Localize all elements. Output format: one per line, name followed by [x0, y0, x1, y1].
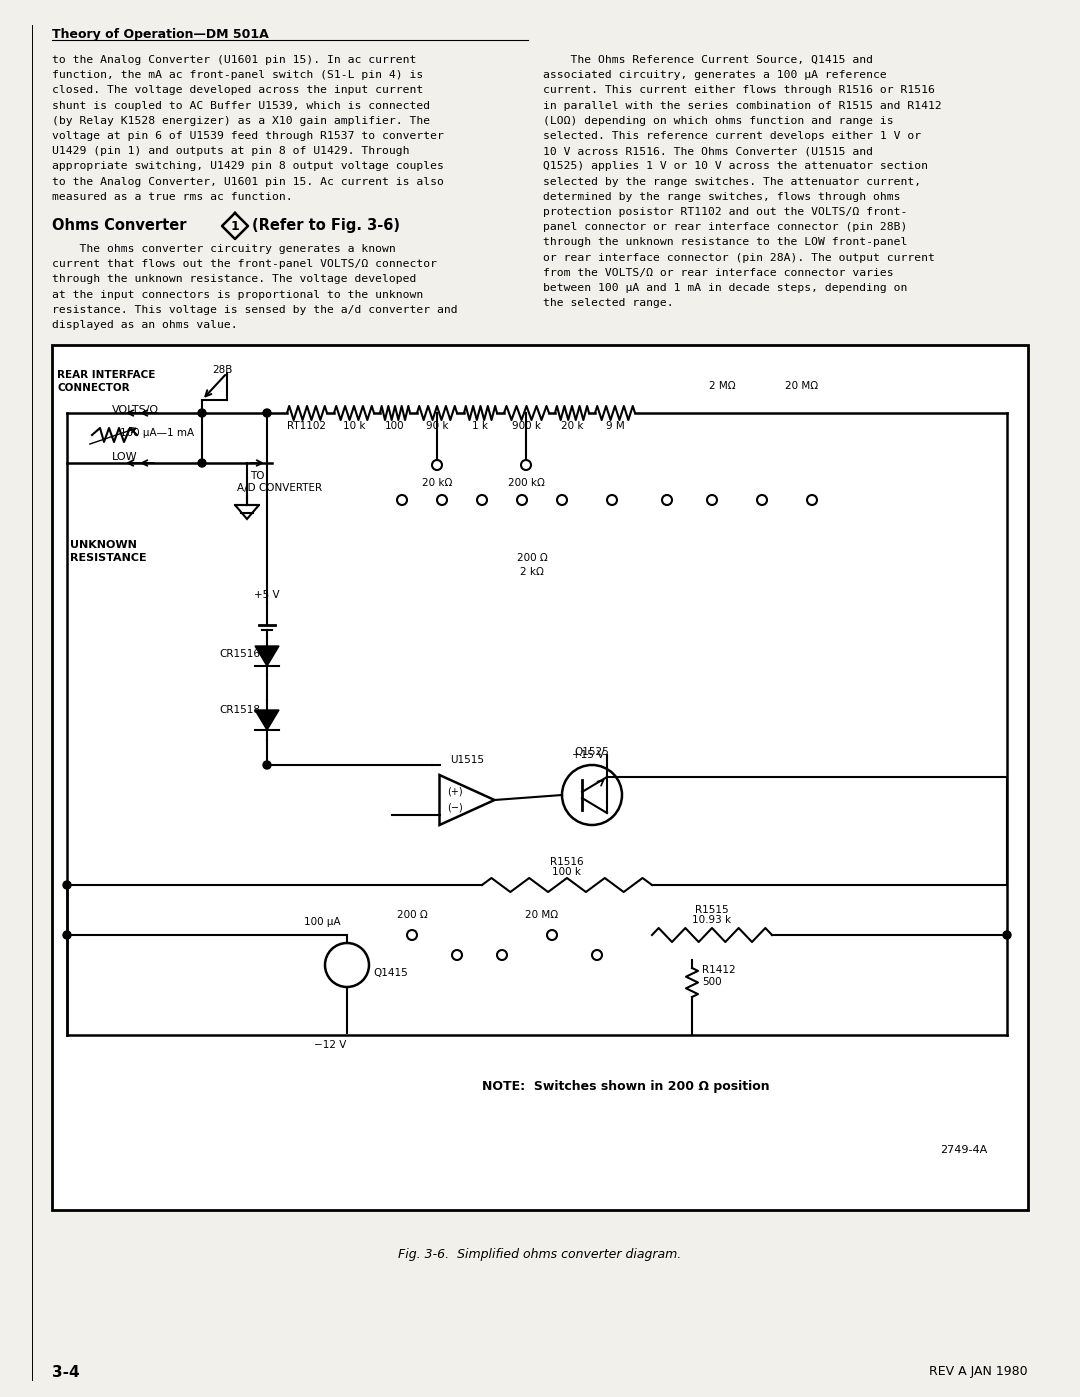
Text: Theory of Operation—DM 501A: Theory of Operation—DM 501A — [52, 28, 269, 41]
Text: The ohms converter circuitry generates a known: The ohms converter circuitry generates a… — [52, 244, 395, 254]
Text: TO: TO — [249, 471, 265, 481]
Text: through the unknown resistance. The voltage developed: through the unknown resistance. The volt… — [52, 274, 417, 285]
Text: 200 kΩ: 200 kΩ — [508, 478, 544, 488]
Text: 10 V across R1516. The Ohms Converter (U1515 and: 10 V across R1516. The Ohms Converter (U… — [543, 147, 873, 156]
Text: (Refer to Fig. 3-6): (Refer to Fig. 3-6) — [252, 218, 400, 233]
Text: (LOΩ) depending on which ohms function and range is: (LOΩ) depending on which ohms function a… — [543, 116, 893, 126]
Text: current. This current either flows through R1516 or R1516: current. This current either flows throu… — [543, 85, 935, 95]
Text: 10 k: 10 k — [342, 420, 365, 432]
Circle shape — [198, 460, 206, 467]
Text: 20 kΩ: 20 kΩ — [422, 478, 453, 488]
Text: panel connector or rear interface connector (pin 28B): panel connector or rear interface connec… — [543, 222, 907, 232]
Text: (by Relay K1528 energizer) as a X10 gain amplifier. The: (by Relay K1528 energizer) as a X10 gain… — [52, 116, 430, 126]
Text: CR1518: CR1518 — [219, 705, 260, 715]
Circle shape — [63, 930, 71, 939]
Text: 90 k: 90 k — [426, 420, 448, 432]
Text: −12 V: −12 V — [314, 1039, 347, 1051]
Text: CR1516: CR1516 — [219, 650, 260, 659]
Text: (−): (−) — [447, 803, 463, 813]
Text: 1 k: 1 k — [473, 420, 488, 432]
Text: voltage at pin 6 of U1539 feed through R1537 to converter: voltage at pin 6 of U1539 feed through R… — [52, 131, 444, 141]
Text: from the VOLTS/Ω or rear interface connector varies: from the VOLTS/Ω or rear interface conne… — [543, 268, 893, 278]
Text: 9 M: 9 M — [606, 420, 624, 432]
Text: closed. The voltage developed across the input current: closed. The voltage developed across the… — [52, 85, 423, 95]
Text: determined by the range switches, flows through ohms: determined by the range switches, flows … — [543, 191, 901, 201]
Text: 100 k: 100 k — [553, 868, 581, 877]
Text: +15 V: +15 V — [572, 750, 604, 760]
Text: UNKNOWN: UNKNOWN — [70, 541, 137, 550]
Text: RT1102: RT1102 — [287, 420, 326, 432]
Text: Ohms Converter: Ohms Converter — [52, 218, 187, 233]
Text: selected by the range switches. The attenuator current,: selected by the range switches. The atte… — [543, 176, 921, 187]
Text: R1516: R1516 — [550, 856, 584, 868]
Text: LOW: LOW — [112, 453, 137, 462]
Polygon shape — [255, 645, 279, 666]
Text: resistance. This voltage is sensed by the a/d converter and: resistance. This voltage is sensed by th… — [52, 305, 458, 314]
Circle shape — [264, 409, 271, 416]
Text: A/D CONVERTER: A/D CONVERTER — [237, 483, 322, 493]
Text: REV A JAN 1980: REV A JAN 1980 — [930, 1365, 1028, 1377]
Text: 1: 1 — [231, 219, 240, 232]
Text: RESISTANCE: RESISTANCE — [70, 553, 147, 563]
Circle shape — [198, 409, 206, 416]
Text: The Ohms Reference Current Source, Q1415 and: The Ohms Reference Current Source, Q1415… — [543, 54, 873, 66]
Text: to the Analog Converter (U1601 pin 15). In ac current: to the Analog Converter (U1601 pin 15). … — [52, 54, 417, 66]
Text: Fig. 3-6.  Simplified ohms converter diagram.: Fig. 3-6. Simplified ohms converter diag… — [399, 1248, 681, 1261]
Text: at the input connectors is proportional to the unknown: at the input connectors is proportional … — [52, 289, 423, 299]
Text: shunt is coupled to AC Buffer U1539, which is connected: shunt is coupled to AC Buffer U1539, whi… — [52, 101, 430, 110]
Text: measured as a true rms ac function.: measured as a true rms ac function. — [52, 191, 293, 201]
Text: Q1525: Q1525 — [575, 747, 609, 757]
Text: 500: 500 — [702, 977, 721, 988]
Text: NOTE:  Switches shown in 200 Ω position: NOTE: Switches shown in 200 Ω position — [482, 1080, 770, 1092]
Text: 10.93 k: 10.93 k — [692, 915, 731, 925]
Text: 2749-4A: 2749-4A — [940, 1146, 987, 1155]
Text: 100 μA: 100 μA — [303, 916, 340, 928]
Text: displayed as an ohms value.: displayed as an ohms value. — [52, 320, 238, 330]
Text: 2 MΩ: 2 MΩ — [708, 381, 735, 391]
Text: 28B: 28B — [212, 365, 232, 374]
Text: between 100 μA and 1 mA in decade steps, depending on: between 100 μA and 1 mA in decade steps,… — [543, 284, 907, 293]
Polygon shape — [255, 710, 279, 731]
Text: associated circuitry, generates a 100 μA reference: associated circuitry, generates a 100 μA… — [543, 70, 887, 80]
Text: 2 kΩ: 2 kΩ — [521, 567, 544, 577]
Text: 20 MΩ: 20 MΩ — [785, 381, 819, 391]
Text: U1515: U1515 — [450, 754, 484, 766]
Text: U1429 (pin 1) and outputs at pin 8 of U1429. Through: U1429 (pin 1) and outputs at pin 8 of U1… — [52, 147, 409, 156]
Circle shape — [264, 761, 271, 768]
Text: 200 Ω: 200 Ω — [396, 909, 428, 921]
Text: 20 MΩ: 20 MΩ — [526, 909, 558, 921]
Text: through the unknown resistance to the LOW front-panel: through the unknown resistance to the LO… — [543, 237, 907, 247]
Text: R1515: R1515 — [696, 905, 729, 915]
Text: Q1525) applies 1 V or 10 V across the attenuator section: Q1525) applies 1 V or 10 V across the at… — [543, 162, 928, 172]
Text: REAR INTERFACE: REAR INTERFACE — [57, 370, 156, 380]
Text: 3-4: 3-4 — [52, 1365, 80, 1380]
Text: CONNECTOR: CONNECTOR — [57, 383, 130, 393]
Text: or rear interface connector (pin 28A). The output current: or rear interface connector (pin 28A). T… — [543, 253, 935, 263]
Text: in parallel with the series combination of R1515 and R1412: in parallel with the series combination … — [543, 101, 942, 110]
Text: 900 k: 900 k — [512, 420, 541, 432]
Text: 100: 100 — [386, 420, 405, 432]
Text: VOLTS/Ω: VOLTS/Ω — [112, 405, 159, 415]
Circle shape — [63, 882, 71, 888]
Text: selected. This reference current develops either 1 V or: selected. This reference current develop… — [543, 131, 921, 141]
Text: Q1415: Q1415 — [373, 968, 408, 978]
Circle shape — [1003, 930, 1011, 939]
Text: to the Analog Converter, U1601 pin 15. Ac current is also: to the Analog Converter, U1601 pin 15. A… — [52, 176, 444, 187]
Text: the selected range.: the selected range. — [543, 298, 674, 309]
Text: 100 μA—1 mA: 100 μA—1 mA — [120, 427, 194, 439]
Bar — [52, 345, 1028, 1210]
Text: (+): (+) — [447, 787, 463, 798]
Text: appropriate switching, U1429 pin 8 output voltage couples: appropriate switching, U1429 pin 8 outpu… — [52, 162, 444, 172]
Text: current that flows out the front-panel VOLTS/Ω connector: current that flows out the front-panel V… — [52, 260, 437, 270]
Text: function, the mA ac front-panel switch (S1-L pin 4) is: function, the mA ac front-panel switch (… — [52, 70, 423, 80]
Text: 20 k: 20 k — [561, 420, 583, 432]
Text: 200 Ω: 200 Ω — [516, 553, 548, 563]
Text: R1412: R1412 — [702, 965, 735, 975]
Text: +5 V: +5 V — [254, 590, 280, 599]
Text: protection posistor RT1102 and out the VOLTS/Ω front-: protection posistor RT1102 and out the V… — [543, 207, 907, 217]
